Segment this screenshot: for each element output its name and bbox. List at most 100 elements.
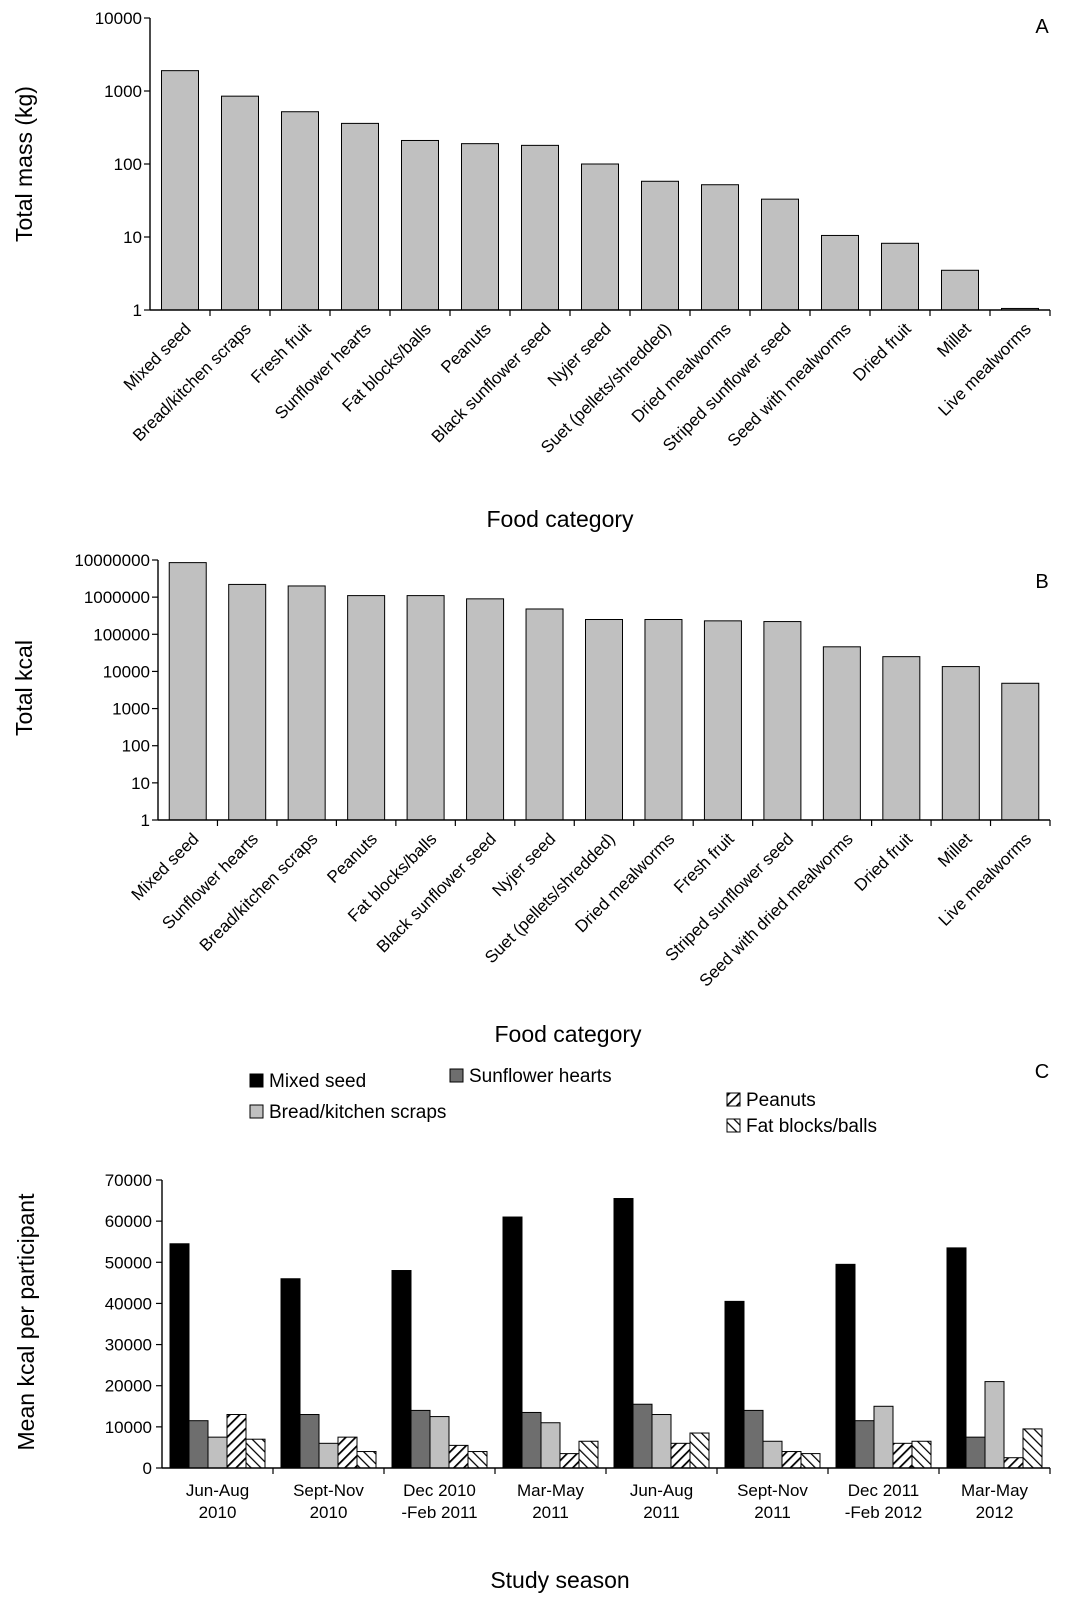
panel-a-bar-dried-mealworms: [701, 184, 739, 311]
panel-c: 0 10000 20000 30000 40000 50000 60000 70000 Jun…: [13, 1061, 1051, 1593]
panel-c-bars: [169, 1198, 1043, 1469]
panel-a-xlabel-bread-kitchen-scraps: Bread/kitchen scraps: [129, 319, 255, 445]
panel-c-xlabel-sept-nov-2010: 2010: [310, 1503, 348, 1522]
panel-c-xlabel-mar-may-2011: 2011: [532, 1503, 569, 1522]
panel-c-bar-bread-kitchen-scraps-3: [540, 1422, 561, 1469]
panel-b-bar-striped-sunflower-seed: [763, 621, 802, 821]
panel-b-bar-sunflower-hearts: [228, 583, 267, 821]
panel-a-ytick-label: 1000: [104, 82, 142, 101]
panel-c-xlabel-mar-may-2012: 2012: [976, 1503, 1014, 1522]
panel-c-bar-mixed-seed-3: [502, 1216, 523, 1469]
panel-b-bars: [168, 562, 1040, 821]
panel-c-xlabel-jun-aug-2011: Jun-Aug: [630, 1481, 693, 1500]
panel-c-bar-fat-blocks-balls-0: [245, 1438, 266, 1469]
panel-c-xlabel-dec-2011-feb-2012: Dec 2011: [848, 1481, 920, 1500]
panel-b-bar-fresh-fruit: [703, 620, 742, 821]
panel-c-bar-sunflower-hearts-7: [965, 1436, 986, 1469]
panel-c-x-title: Study season: [490, 1567, 629, 1593]
panel-a-bar-dried-fruit: [881, 242, 919, 311]
panel-c-xlabel-sept-nov-2011: Sept-Nov: [737, 1481, 808, 1500]
panel-c-ytick-label: 50000: [105, 1253, 152, 1272]
panel-a-bar-bread-kitchen-scraps: [221, 95, 259, 311]
legend-label-bread-kitchen-scraps: Bread/kitchen scraps: [269, 1102, 446, 1123]
panel-c-bar-mixed-seed-6: [835, 1263, 856, 1469]
panel-c-bar-sunflower-hearts-0: [188, 1420, 209, 1469]
panel-c-bar-fat-blocks-balls-6: [911, 1440, 932, 1469]
panel-b-bar-dried-fruit: [882, 656, 921, 821]
panel-b-y-title: Total kcal: [11, 640, 37, 736]
panel-c-bar-fat-blocks-balls-3: [578, 1440, 599, 1469]
panel-a-xlabel-millet: Millet: [933, 319, 975, 361]
panel-c-xlabel-dec-2010-feb-2011: -Feb 2011: [401, 1503, 477, 1522]
panel-a-bar-sunflower-hearts: [341, 122, 379, 311]
panel-b-bar-live-mealworms: [1001, 682, 1040, 821]
panel-b-xlabel-millet: Millet: [934, 829, 976, 871]
panel-c-xlabel-jun-aug-2010: Jun-Aug: [186, 1481, 249, 1500]
panel-c-bar-mixed-seed-1: [280, 1278, 301, 1469]
panel-c-ytick-label: 60000: [105, 1212, 152, 1231]
panel-b: 1 10 100 1000 10000 100000 1000000 10000000 Mix…: [11, 551, 1051, 1047]
panel-b-ytick-label: 10000: [103, 662, 150, 681]
panel-c-bar-sunflower-hearts-2: [410, 1409, 431, 1469]
panel-c-bar-fat-blocks-balls-1: [356, 1451, 377, 1469]
panel-c-bar-sunflower-hearts-4: [632, 1403, 653, 1469]
panel-c-bar-fat-blocks-balls-7: [1022, 1428, 1043, 1469]
panel-b-ytick-label: 1000: [112, 700, 150, 719]
panel-a-ytick-label: 1: [133, 301, 142, 320]
panel-b-xlabel-peanuts: Peanuts: [323, 829, 381, 887]
panel-b-ytick-label: 10: [131, 774, 150, 793]
panel-c-ytick-label: 10000: [105, 1418, 152, 1437]
panel-b-ytick-label: 100000: [93, 625, 150, 644]
panel-c-bar-mixed-seed-5: [724, 1300, 745, 1469]
panel-a-ytick-label: 10000: [95, 9, 142, 28]
panel-a-y-ticks: 1 10 100 1000 10000: [95, 9, 150, 320]
panel-c-xlabel-sept-nov-2010: Sept-Nov: [293, 1481, 364, 1500]
panel-b-bar-black-sunflower-seed: [466, 598, 505, 821]
panel-c-bar-fat-blocks-balls-4: [689, 1432, 710, 1469]
panel-a-bar-suet-pellets-shredded: [641, 180, 679, 311]
panel-c-bar-sunflower-hearts-6: [854, 1420, 875, 1469]
panel-c-bar-bread-kitchen-scraps-1: [318, 1442, 339, 1469]
panel-a-bar-black-sunflower-seed: [521, 144, 559, 311]
panel-c-bar-peanuts-6: [892, 1442, 913, 1469]
panel-c-ytick-label: 0: [143, 1459, 152, 1478]
panel-a-y-title: Total mass (kg): [11, 86, 37, 242]
panel-a-bar-striped-sunflower-seed: [761, 198, 799, 311]
panel-a-ytick-label: 10: [123, 228, 142, 247]
legend-swatch-bread-kitchen-scraps: [249, 1104, 264, 1119]
panel-b-ytick-label: 100: [122, 737, 150, 756]
panel-c-bar-sunflower-hearts-1: [299, 1414, 320, 1469]
panel-b-xlabel-black-sunflower-seed: Black sunflower seed: [373, 829, 500, 956]
panel-b-bar-seed-with-dried-mealworms: [822, 646, 861, 821]
panel-b-xlabel-dried-mealworms: Dried mealworms: [571, 829, 678, 936]
panel-a-xlabel-black-sunflower-seed: Black sunflower seed: [428, 319, 555, 446]
panel-c-bar-fat-blocks-balls-2: [467, 1451, 488, 1469]
panel-c-bar-bread-kitchen-scraps-4: [651, 1414, 672, 1469]
panel-c-bar-peanuts-3: [559, 1453, 580, 1469]
panel-c-bar-peanuts-5: [781, 1451, 802, 1469]
panel-c-bar-peanuts-4: [670, 1442, 691, 1469]
panel-c-bar-bread-kitchen-scraps-0: [207, 1436, 228, 1469]
panel-c-xlabel-dec-2011-feb-2012: -Feb 2012: [845, 1503, 923, 1522]
panel-b-bar-mixed-seed: [168, 562, 207, 821]
panel-b-y-ticks: 1 10 100 1000 10000 100000 1000000 10000000: [74, 551, 158, 830]
panel-b-ytick-label: 1: [141, 811, 150, 830]
panel-c-y-title: Mean kcal per participant: [13, 1193, 39, 1451]
panel-a-xlabel-peanuts: Peanuts: [437, 319, 495, 377]
panel-c-ytick-label: 20000: [105, 1377, 152, 1396]
panel-a-bar-nyjer-seed: [581, 163, 619, 311]
panel-c-ytick-label: 40000: [105, 1294, 152, 1313]
panel-b-xlabel-dried-fruit: Dried fruit: [851, 829, 917, 895]
legend-label-peanuts: Peanuts: [746, 1090, 816, 1111]
panel-c-letter: C: [1035, 1061, 1049, 1083]
panel-b-bar-nyjer-seed: [525, 608, 564, 821]
panel-c-xlabel-sept-nov-2011: 2011: [754, 1503, 791, 1522]
panel-c-bar-bread-kitchen-scraps-7: [984, 1381, 1005, 1469]
legend-swatch-peanuts: [726, 1092, 741, 1107]
panel-c-bar-peanuts-2: [448, 1444, 469, 1469]
panel-c-bar-mixed-seed-4: [613, 1198, 634, 1469]
panel-a-letter: A: [1035, 16, 1049, 38]
panel-c-xlabel-dec-2010-feb-2011: Dec 2010: [403, 1481, 476, 1500]
